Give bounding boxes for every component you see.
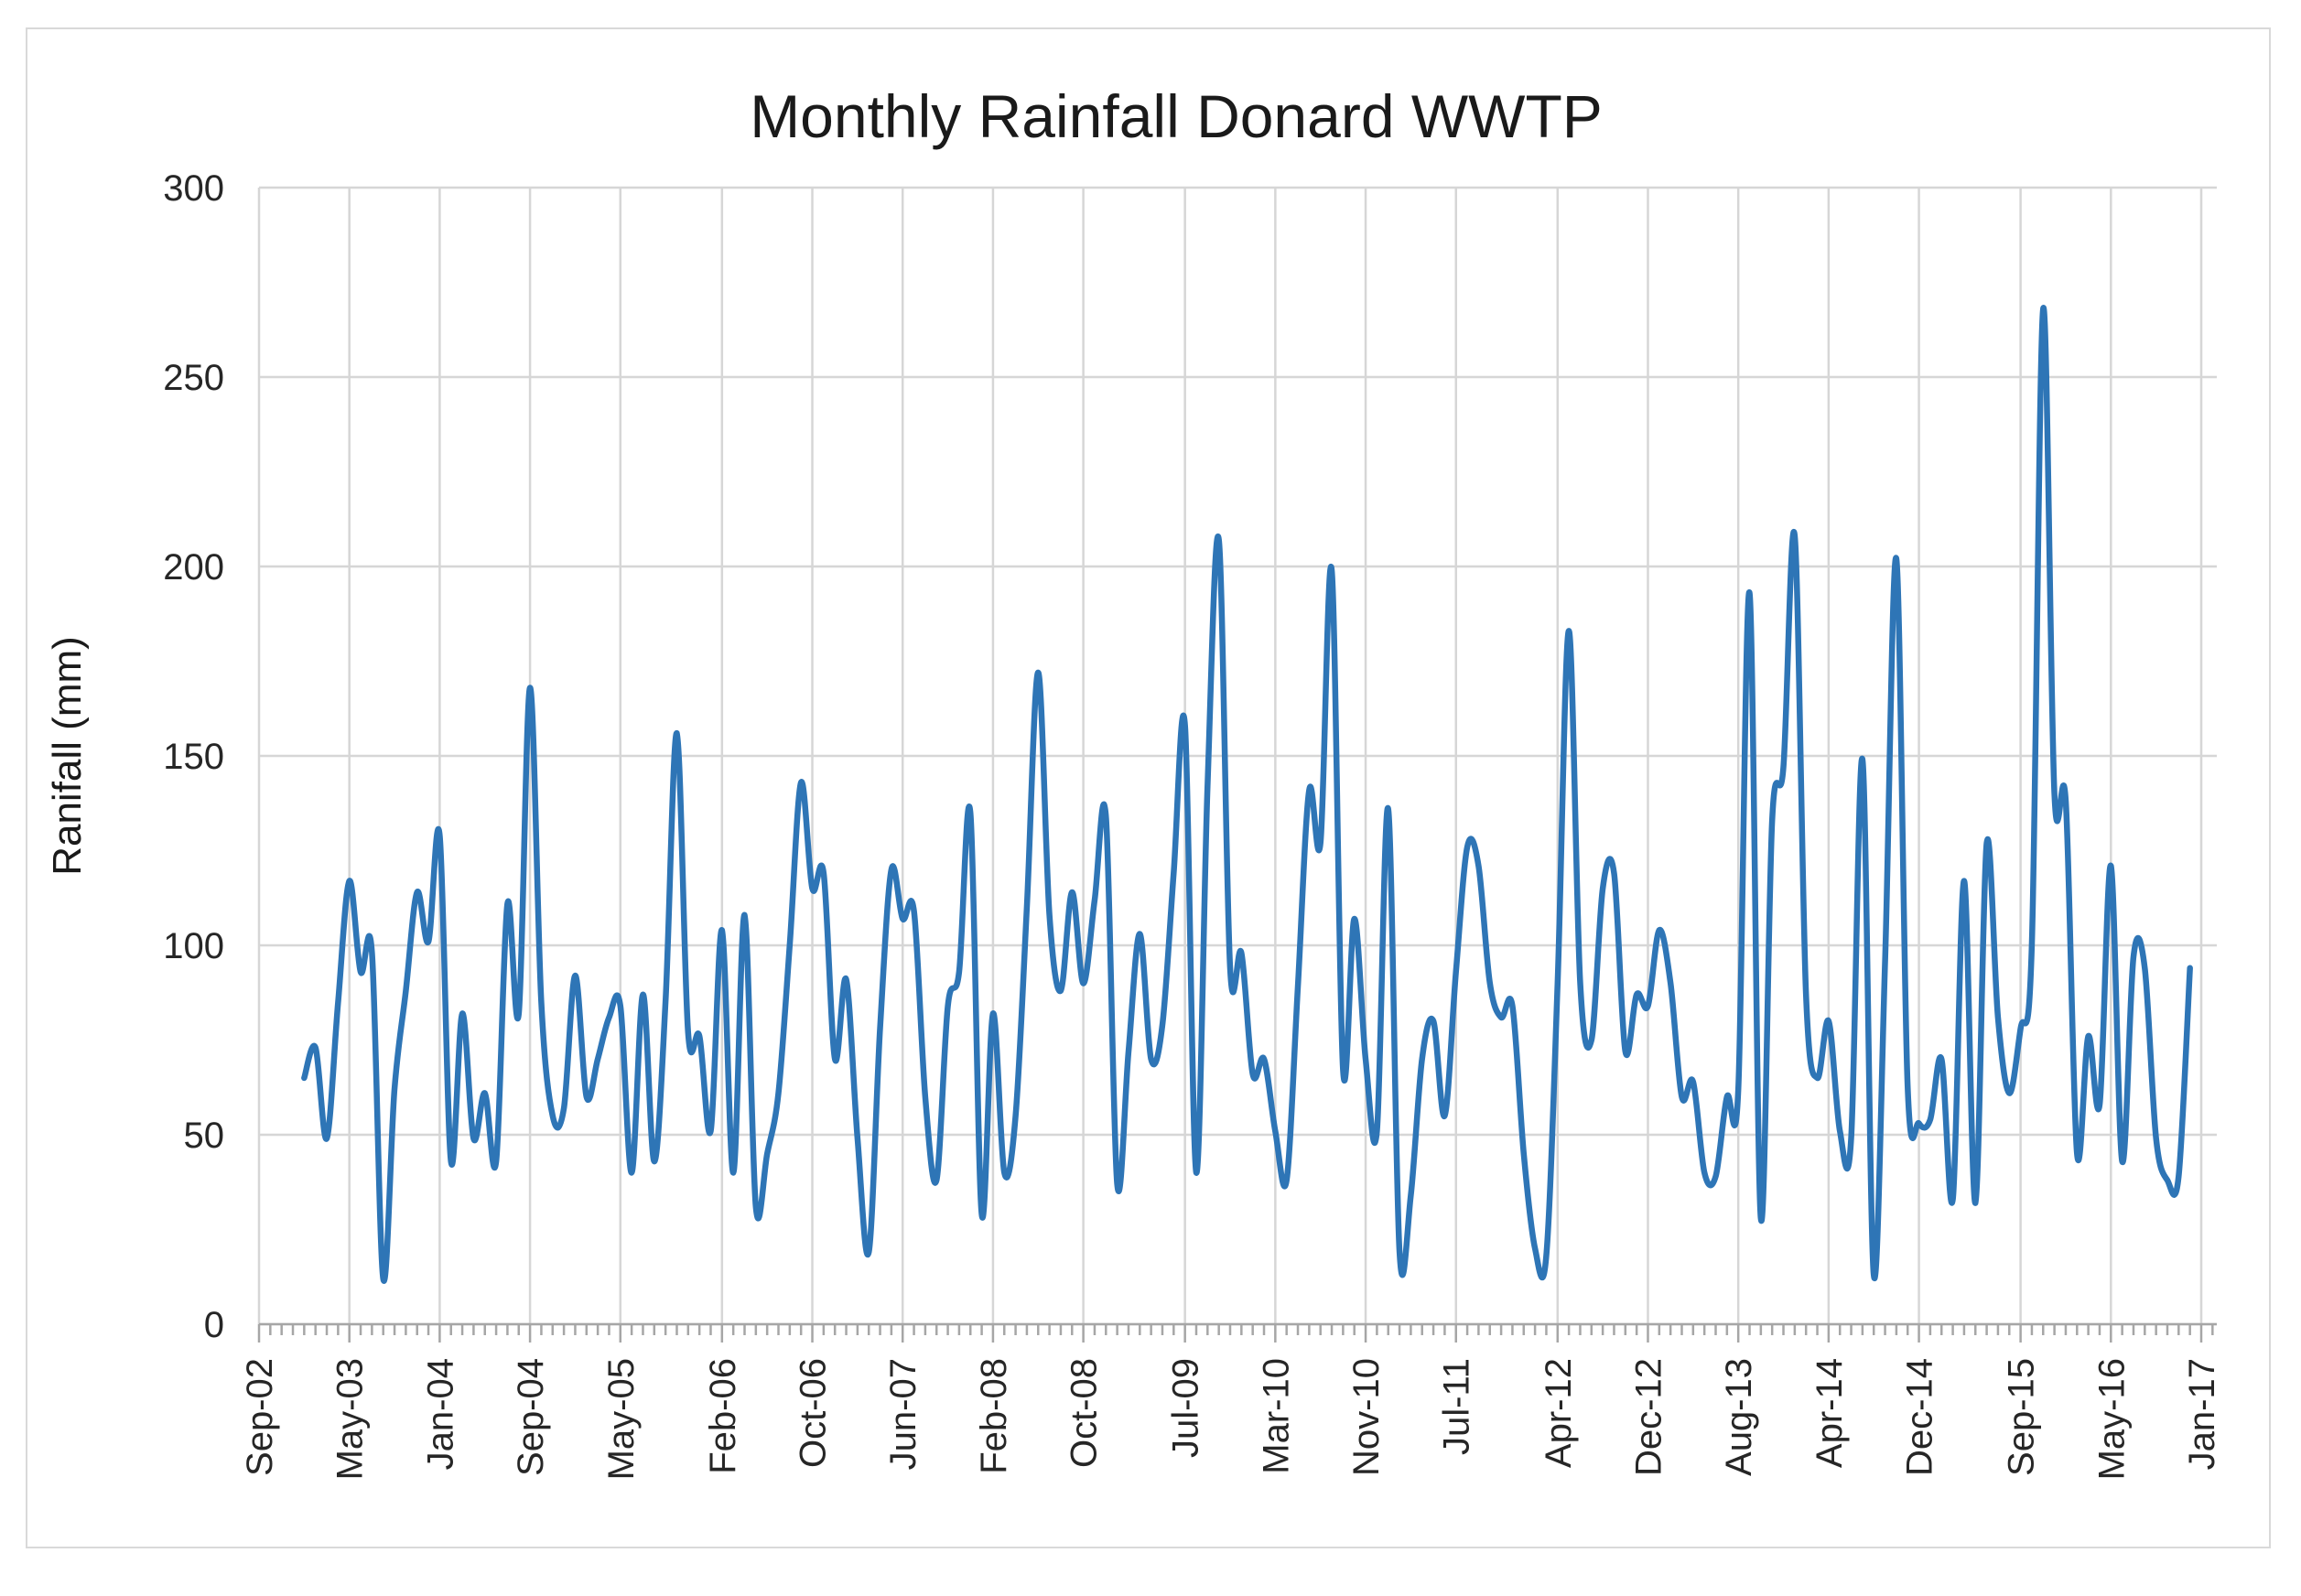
x-tick-label: Apr-14: [1809, 1358, 1850, 1468]
axes-layer: [257, 1322, 2217, 1343]
x-tick-label: May-03: [330, 1358, 371, 1480]
y-tick-label: 150: [163, 737, 224, 777]
y-tick-label: 200: [163, 547, 224, 588]
chart-title: Monthly Rainfall Donard WWTP: [750, 82, 1603, 150]
x-tick-label: Feb-08: [974, 1358, 1014, 1474]
x-tick-label: Nov-10: [1346, 1358, 1387, 1476]
x-tick-label: Jul-11: [1437, 1358, 1477, 1455]
x-tick-label: Jan-17: [2182, 1358, 2222, 1470]
x-tick-label: Oct-06: [794, 1358, 834, 1468]
x-tick-label: Jul-09: [1166, 1358, 1206, 1458]
y-tick-label: 300: [163, 168, 224, 209]
y-tick-label: 250: [163, 358, 224, 398]
gridlines-layer: [257, 186, 2217, 1326]
series-layer: [301, 305, 2193, 1284]
x-tick-label: Aug-13: [1719, 1358, 1759, 1476]
x-tick-label: Sep-04: [511, 1358, 551, 1476]
y-tick-label: 0: [204, 1305, 224, 1345]
x-tick-label: Dec-14: [1900, 1358, 1940, 1476]
rainfall-series-line: [301, 305, 2193, 1284]
tick-labels-layer: 0 50 100 150 200 250 300 Sep-02 May-03 Jan-04 Sep-…: [163, 168, 2222, 1480]
x-tick-label: Oct-08: [1064, 1358, 1105, 1468]
y-tick-label: 100: [163, 926, 224, 966]
x-tick-label: Sep-02: [240, 1358, 280, 1476]
x-tick-label: Dec-12: [1628, 1358, 1669, 1476]
x-tick-label: Mar-10: [1256, 1358, 1296, 1474]
y-axis-title: Ranifall (mm): [45, 636, 90, 876]
x-tick-label: Jun-07: [883, 1358, 924, 1470]
x-tick-label: Apr-12: [1539, 1358, 1579, 1468]
x-tick-label: May-05: [601, 1358, 642, 1480]
x-tick-label: May-16: [2091, 1358, 2132, 1480]
x-tick-label: Feb-06: [703, 1358, 743, 1474]
chart-frame: [26, 27, 2271, 1548]
x-tick-label: Sep-15: [2002, 1358, 2042, 1476]
y-tick-label: 50: [184, 1116, 225, 1156]
x-tick-label: Jan-04: [420, 1358, 460, 1470]
